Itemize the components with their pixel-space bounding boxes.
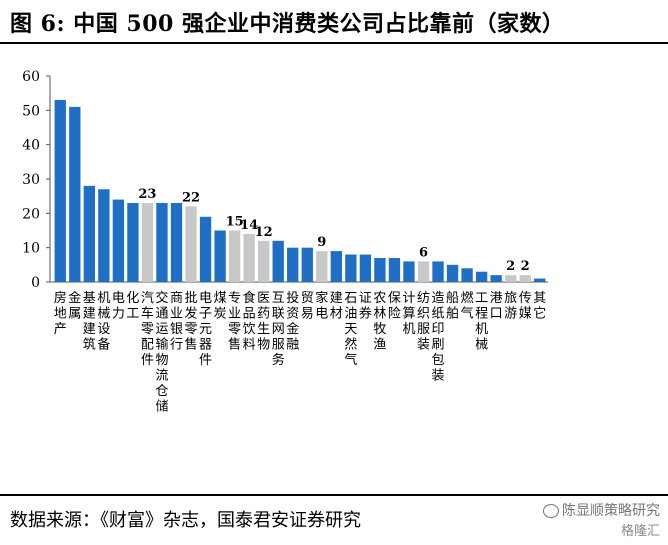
- title-rule: [0, 42, 668, 44]
- x-tick-label: 食品饮料: [243, 290, 256, 353]
- x-tick-label: 机械设备: [97, 291, 110, 353]
- data-label: 12: [255, 225, 273, 240]
- bar: [228, 230, 241, 282]
- x-tick-label: 工程机械: [475, 291, 488, 353]
- x-tick-label: 医药生物: [257, 291, 270, 353]
- watermark-primary: 陈显顺策略研究: [562, 503, 660, 519]
- data-label: 2: [521, 259, 530, 274]
- bar: [432, 261, 444, 282]
- x-tick-label: 纺织服装: [417, 291, 430, 353]
- x-tick-label: 造纸印刷包装: [432, 291, 445, 384]
- data-label: 6: [419, 245, 428, 260]
- x-tick-label: 批发零售: [185, 291, 198, 353]
- x-tick-label: 金属: [68, 290, 81, 322]
- data-label: 23: [138, 187, 156, 202]
- figure-footer: 数据来源：《财富》杂志，国泰君安证券研究 陈显顺策略研究 格隆汇: [0, 496, 668, 544]
- bar: [388, 257, 401, 282]
- y-tick-label: 10: [22, 241, 40, 257]
- x-tick-label: 石油天然气: [344, 291, 357, 368]
- y-tick-label: 60: [22, 69, 40, 85]
- bar: [403, 261, 415, 282]
- bar: [330, 251, 342, 282]
- x-tick-label: 证券: [359, 291, 372, 322]
- bar: [519, 275, 531, 282]
- x-tick-label: 旅游: [504, 291, 517, 322]
- x-tick-label: 汽车零配件: [141, 291, 154, 368]
- x-tick-label: 燃气: [461, 290, 474, 322]
- bar: [446, 264, 459, 282]
- x-tick-label: 保险: [388, 291, 401, 322]
- x-tick-label: 专业零售: [228, 291, 241, 353]
- x-tick-label: 船舶: [446, 291, 459, 322]
- x-tick-label: 化工: [126, 291, 139, 322]
- x-tick-label: 房地产: [54, 290, 67, 337]
- x-tick-label: 建材: [330, 291, 343, 322]
- bar: [374, 257, 386, 282]
- wechat-icon: [543, 504, 559, 518]
- watermark: 陈显顺策略研究: [543, 500, 660, 520]
- x-tick-label: 计算机: [402, 291, 415, 337]
- bar: [316, 251, 328, 282]
- x-tick-label: 家电: [315, 290, 328, 322]
- bar: [156, 203, 168, 282]
- bar: [461, 268, 473, 282]
- x-tick-label: 电力: [112, 291, 125, 322]
- bar: [490, 275, 502, 282]
- bar: [534, 278, 546, 282]
- x-tick-label: 基建建筑: [83, 291, 96, 353]
- x-tick-label: 煤炭: [214, 291, 227, 322]
- bar: [69, 106, 81, 283]
- bar: [345, 254, 357, 282]
- data-label: 9: [317, 235, 326, 250]
- bar: [112, 199, 125, 282]
- x-tick-label: 交通运输物流仓储: [155, 290, 168, 415]
- source-note: 数据来源：《财富》杂志，国泰君安证券研究: [10, 510, 361, 531]
- y-tick-label: 0: [31, 275, 40, 291]
- data-label: 22: [182, 190, 200, 205]
- bar: [272, 240, 284, 282]
- bar: [359, 254, 372, 282]
- bar: [98, 189, 110, 282]
- x-tick-label: 商业银行: [170, 291, 183, 353]
- figure-title: 图 6: 中国 500 强企业中消费类公司占比靠前（家数）: [10, 11, 565, 37]
- bar: [301, 247, 313, 282]
- bar: [287, 247, 299, 282]
- bar: [83, 185, 95, 282]
- x-tick-label: 互联网服务: [272, 291, 285, 368]
- bar: [243, 233, 255, 282]
- x-tick-label: 电子元器件: [199, 291, 212, 368]
- x-tick-label: 贸易: [301, 291, 314, 322]
- data-label: 2: [506, 259, 515, 274]
- bar: [199, 216, 212, 282]
- data-label: 14: [240, 218, 258, 233]
- watermark-secondary: 格隆汇: [620, 524, 660, 539]
- bar: [475, 271, 488, 282]
- bar: [214, 230, 226, 282]
- x-tick-label: 农林牧渔: [373, 291, 386, 353]
- bar: [127, 203, 139, 282]
- y-tick-label: 20: [22, 206, 40, 222]
- bar: [505, 275, 517, 282]
- x-tick-label: 投资金融: [286, 290, 299, 353]
- bar: [54, 100, 66, 282]
- figure-title-bar: 图 6: 中国 500 强企业中消费类公司占比靠前（家数）: [0, 0, 668, 44]
- footer-rule: [0, 494, 668, 496]
- bar: [141, 203, 154, 282]
- x-tick-label: 传媒: [519, 291, 532, 322]
- y-tick-label: 50: [22, 103, 40, 119]
- y-tick-label: 30: [22, 172, 40, 188]
- chart-bars: [54, 100, 546, 283]
- bar: [417, 261, 430, 282]
- bar: [258, 240, 270, 282]
- x-tick-label: 港口: [490, 291, 503, 322]
- bar: [170, 203, 183, 282]
- x-tick-label: 其它: [533, 291, 546, 322]
- bar: [185, 206, 197, 282]
- data-label: 15: [226, 215, 244, 230]
- y-tick-label: 40: [22, 138, 40, 154]
